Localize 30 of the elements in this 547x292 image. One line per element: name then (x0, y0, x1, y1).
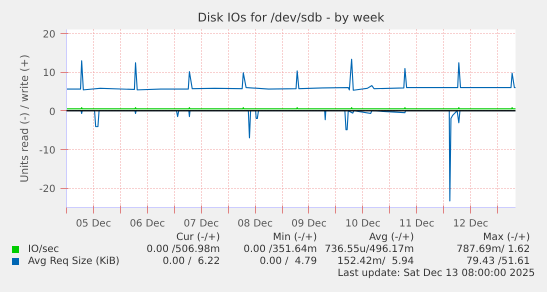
y-tick-label: 0 (49, 106, 56, 118)
text: Min (-/+) (272, 232, 317, 244)
text: 0.00 /506.98m (146, 244, 220, 256)
x-tick-label: 05 Dec (76, 218, 112, 230)
x-tick-label: 07 Dec (184, 218, 219, 230)
text: 0.00 /351.64m (243, 244, 317, 256)
x-tick-label: 08 Dec (237, 218, 273, 230)
y-tick-label: 10 (42, 68, 56, 80)
text: 152.42m/ 5.94 (337, 256, 414, 268)
text: Avg (-/+) (369, 232, 414, 244)
y-tick-label: -20 (39, 184, 56, 196)
y-tick-label: 20 (42, 29, 56, 40)
text: 0.00 / 6.22 (162, 256, 220, 268)
x-tick-label: 10 Dec (345, 218, 380, 230)
chart-title: Disk IOs for /dev/sdb - by week (198, 10, 384, 24)
x-tick-label: 12 Dec (452, 218, 488, 230)
text: Cur (-/+) (176, 232, 220, 244)
x-tick-label: 09 Dec (291, 218, 327, 230)
legend-label: Avg Req Size (KiB) (28, 256, 120, 268)
y-axis-title: Units read (-) / write (+) (18, 54, 32, 182)
y-tick-label: -10 (39, 145, 56, 156)
text: 736.55u/496.17m (324, 244, 414, 256)
text: Max (-/+) (482, 232, 530, 244)
x-tick-label: 11 Dec (399, 218, 434, 230)
x-tick-label: 06 Dec (130, 218, 165, 230)
text: 787.69m/ 1.62 (456, 244, 530, 256)
text: 79.43 /51.61 (466, 256, 530, 268)
legend-label: IO/sec (28, 244, 60, 256)
text: 0.00 / 4.79 (260, 256, 317, 268)
text: Last update: Sat Dec 13 08:00:00 2025 (338, 268, 535, 280)
